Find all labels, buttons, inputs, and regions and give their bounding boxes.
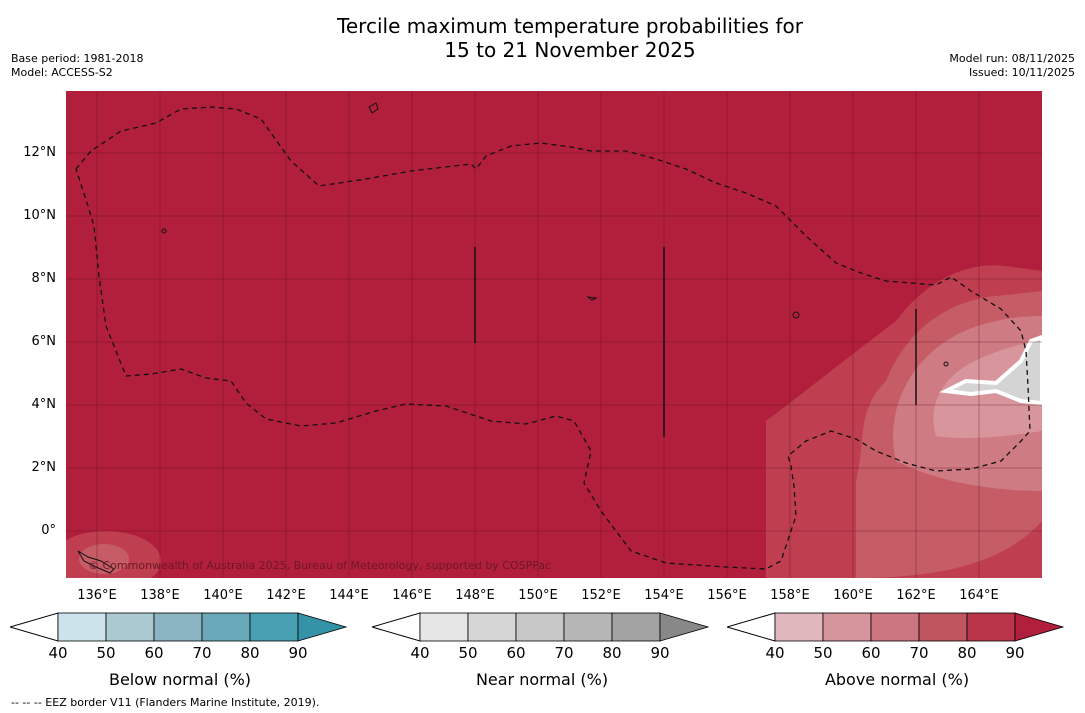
colorbar-extend-low [10,612,59,642]
lon-label: 158°E [770,588,810,603]
lat-label: 8°N [31,271,57,286]
colorbar-segment [201,612,251,642]
lon-label: 152°E [581,588,621,603]
lon-label: 142°E [266,588,306,603]
lat-label: 2°N [31,460,57,475]
colorbar-segment [249,612,299,642]
colorbar-below-normal [10,612,348,642]
colorbar-segment [563,612,613,642]
issued-date: Issued: 10/11/2025 [968,66,1075,79]
lon-label: 160°E [833,588,873,603]
colorbar-segment [467,612,517,642]
model-name: Model: ACCESS-S2 [11,66,113,79]
colorbar-segment [611,612,661,642]
colorbar-tick: 70 [909,644,929,662]
colorbar-tick: 50 [458,644,478,662]
lon-label: 154°E [644,588,684,603]
lon-label: 138°E [140,588,180,603]
colorbar-segment [105,612,155,642]
colorbar-tick: 40 [48,644,68,662]
title-line-1: Tercile maximum temperature probabilitie… [337,14,803,38]
colorbar-segment [870,612,920,642]
lon-label: 156°E [707,588,747,603]
colorbar-tick: 90 [288,644,308,662]
colorbar-extend-low [727,612,776,642]
colorbar-segment [822,612,872,642]
colorbar-tick: 40 [765,644,785,662]
lon-label: 164°E [959,588,999,603]
colorbar-tick: 70 [554,644,574,662]
colorbar-segment [515,612,565,642]
colorbar-above-normal [727,612,1065,642]
lat-label: 10°N [23,208,56,223]
meta-right: Model run: 08/11/2025 Issued: 10/11/2025 [949,52,1075,80]
lon-label: 144°E [329,588,369,603]
colorbar-segment [153,612,203,642]
copyright-notice: © Commonwealth of Australia 2025, Bureau… [88,559,552,572]
colorbar-tick: 50 [813,644,833,662]
colorbar-segment [966,612,1016,642]
lat-label: 6°N [31,334,57,349]
colorbar-segment [774,612,824,642]
lon-label: 148°E [455,588,495,603]
islands [77,102,949,574]
contour-southwest-70 [79,544,129,574]
colorbar-tick: 60 [144,644,164,662]
lat-label: 0° [41,523,56,538]
colorbar-tick: 60 [506,644,526,662]
colorbar-extend-low [372,612,421,642]
lon-label: 150°E [518,588,558,603]
eez-border [75,106,1031,570]
colorbar-label-above: Above normal (%) [824,670,970,689]
lon-label: 162°E [896,588,936,603]
lon-label: 146°E [392,588,432,603]
probability-map [66,91,1042,578]
colorbar-segment [918,612,968,642]
colorbar-tick: 50 [96,644,116,662]
colorbar-extend-high [1014,612,1065,642]
map-title: Tercile maximum temperature probabilitie… [0,14,1085,62]
lat-label: 12°N [23,145,56,160]
lon-label: 140°E [203,588,243,603]
model-run: Model run: 08/11/2025 [949,52,1075,65]
lon-label: 136°E [77,588,117,603]
colorbar-tick: 90 [650,644,670,662]
lat-label: 4°N [31,397,57,412]
colorbar-near-normal [372,612,710,642]
colorbar-segment [419,612,469,642]
contour-near-normal-40 [939,334,1042,406]
colorbar-extend-high [659,612,710,642]
colorbar-extend-high [297,612,348,642]
base-period: Base period: 1981-2018 [11,52,144,65]
title-line-2: 15 to 21 November 2025 [444,38,696,62]
map-grid [66,91,1042,578]
eez-footnote: -- -- -- EEZ border V11 (Flanders Marine… [11,696,320,709]
colorbar-tick: 40 [410,644,430,662]
colorbar-label-near: Near normal (%) [475,670,609,689]
colorbar-segment [57,612,107,642]
colorbar-tick: 80 [602,644,622,662]
colorbar-tick: 80 [957,644,977,662]
colorbar-tick: 90 [1005,644,1025,662]
colorbar-tick: 60 [861,644,881,662]
colorbar-tick: 70 [192,644,212,662]
colorbar-label-below: Below normal (%) [108,670,252,689]
meta-left: Base period: 1981-2018 Model: ACCESS-S2 [11,52,143,80]
colorbar-tick: 80 [240,644,260,662]
